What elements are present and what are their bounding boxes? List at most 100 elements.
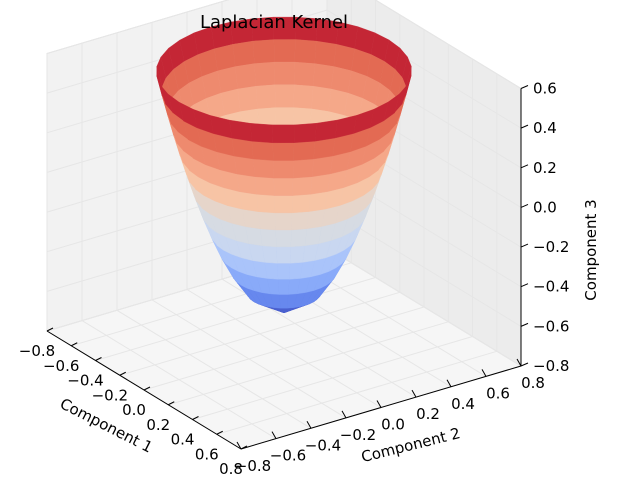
- surface-plot: [156, 16, 412, 314]
- y-tick: [341, 410, 347, 419]
- surface-face: [311, 155, 334, 177]
- surface-face: [231, 137, 254, 160]
- surface-face: [239, 191, 259, 212]
- y-tick: [376, 400, 382, 408]
- surface-face: [260, 228, 277, 248]
- y-tick: [236, 441, 242, 450]
- axes-ticks: −0.8−0.6−0.4−0.20.00.20.40.60.8−0.8−0.6−…: [19, 80, 570, 479]
- y-tick-label: −0.2: [340, 426, 376, 444]
- y-tick: [516, 358, 522, 367]
- surface-face: [214, 44, 236, 72]
- surface-face: [254, 176, 275, 196]
- surface-face: [274, 61, 295, 85]
- surface-face: [251, 141, 274, 161]
- z-tick: [520, 283, 529, 288]
- x-tick-label: 0.6: [195, 445, 219, 463]
- x-tick: [168, 401, 175, 406]
- z-tick: [520, 203, 529, 208]
- surface-face: [232, 40, 255, 67]
- y-tick: [271, 431, 277, 439]
- x-tick: [71, 342, 78, 347]
- surface-face: [256, 194, 276, 214]
- surface-face: [314, 119, 338, 142]
- surface-face: [233, 155, 255, 177]
- surface-face: [293, 84, 314, 110]
- surface-face: [289, 245, 306, 264]
- x-tick-label: 0.0: [122, 401, 146, 419]
- surface-face: [314, 40, 337, 67]
- y-tick-label: 0.0: [381, 416, 405, 434]
- x-tick: [240, 445, 248, 450]
- z-axis-label: Component 3: [582, 199, 600, 300]
- z-tick: [520, 362, 529, 367]
- surface-face: [252, 39, 275, 64]
- surface-face: [279, 294, 289, 309]
- surface-face: [250, 123, 273, 143]
- surface-face: [273, 39, 296, 63]
- z-tick: [520, 85, 529, 89]
- x-tick: [192, 416, 199, 420]
- surface-face: [311, 85, 332, 112]
- y-tick-label: 0.6: [486, 384, 510, 402]
- x-tick-label: −0.6: [43, 357, 79, 375]
- z-tick-label: −0.8: [533, 357, 569, 375]
- surface-face: [274, 212, 293, 231]
- x-tick: [216, 430, 223, 435]
- surface-face: [293, 123, 317, 143]
- surface-face: [277, 263, 291, 280]
- surface-face: [273, 177, 294, 196]
- y-tick-label: 0.2: [416, 405, 440, 423]
- surface-face: [255, 84, 276, 110]
- surface-face: [235, 63, 257, 90]
- z-tick: [520, 164, 529, 169]
- z-tick-label: −0.6: [533, 317, 569, 335]
- surface-face: [294, 39, 317, 64]
- surface-face: [272, 142, 295, 161]
- x-tick-label: 0.8: [219, 460, 243, 478]
- y-tick-label: 0.4: [451, 395, 475, 413]
- surface-face: [308, 191, 328, 212]
- surface-face: [258, 211, 276, 231]
- surface-face: [292, 176, 313, 196]
- surface-face: [313, 63, 334, 90]
- z-tick-label: −0.4: [533, 278, 569, 296]
- surface-face: [274, 195, 293, 214]
- x-tick-label: −0.8: [19, 342, 55, 360]
- surface-face: [333, 43, 355, 72]
- z-tick-label: 0.4: [533, 119, 557, 137]
- z-tick-label: 0.0: [533, 198, 557, 216]
- surface-face: [313, 137, 336, 160]
- z-tick: [520, 124, 529, 129]
- z-tick: [520, 243, 529, 248]
- y-tick: [481, 369, 487, 377]
- x-tick-label: 0.4: [171, 431, 195, 449]
- y-tick: [446, 379, 452, 387]
- surface-face: [274, 84, 295, 108]
- surface-face: [290, 228, 308, 247]
- z-tick-label: 0.6: [533, 80, 557, 98]
- surface-face: [254, 61, 276, 87]
- surface-face: [310, 173, 331, 195]
- surface-face: [273, 160, 294, 179]
- surface-face: [276, 246, 291, 264]
- z-tick: [520, 322, 529, 327]
- surface-face: [217, 66, 238, 94]
- surface-face: [293, 141, 316, 161]
- chart-title: Laplacian Kernel: [200, 12, 348, 33]
- surface-face: [237, 85, 258, 112]
- z-tick-label: 0.2: [533, 159, 557, 177]
- x-tick-label: 0.2: [146, 416, 170, 434]
- surface-face: [262, 245, 278, 264]
- y-tick-label: 0.8: [521, 374, 545, 392]
- z-tick-label: −0.2: [533, 238, 569, 256]
- x-tick: [119, 371, 126, 376]
- surface-face: [277, 279, 290, 295]
- y-tick: [306, 421, 312, 429]
- y-tick-label: −0.4: [305, 436, 341, 454]
- y-tick-label: −0.6: [270, 447, 306, 465]
- gridline-z: [46, 0, 522, 89]
- x-tick: [95, 357, 102, 361]
- surface-face: [292, 158, 314, 179]
- surface-face: [229, 119, 252, 142]
